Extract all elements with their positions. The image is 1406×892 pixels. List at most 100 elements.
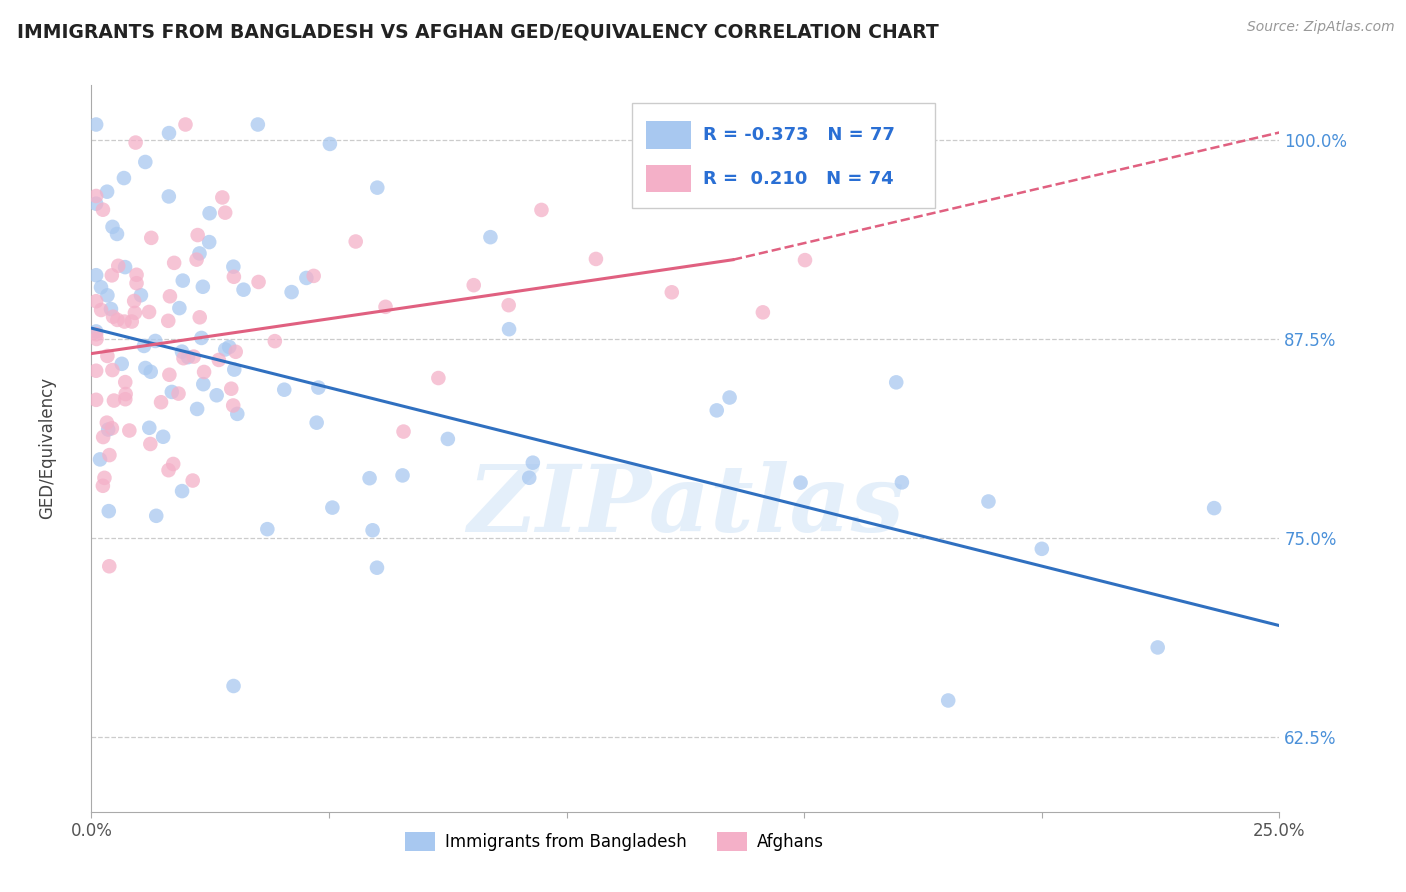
Afghans bbox=[98, 559, 121, 574]
Immigrants from Bangladesh bbox=[170, 344, 193, 359]
Afghans bbox=[101, 268, 124, 283]
Afghans bbox=[186, 252, 208, 267]
Afghans bbox=[745, 169, 768, 184]
Afghans bbox=[374, 300, 396, 314]
Afghans bbox=[150, 395, 173, 409]
Afghans bbox=[214, 205, 236, 219]
Immigrants from Bangladesh bbox=[1146, 640, 1168, 655]
Afghans bbox=[208, 353, 231, 368]
Afghans bbox=[162, 457, 184, 471]
Immigrants from Bangladesh bbox=[205, 388, 228, 402]
Afghans bbox=[183, 350, 205, 364]
Immigrants from Bangladesh bbox=[498, 322, 520, 336]
Immigrants from Bangladesh bbox=[361, 523, 384, 537]
Immigrants from Bangladesh bbox=[84, 118, 107, 132]
Immigrants from Bangladesh bbox=[359, 471, 381, 485]
Afghans bbox=[114, 375, 136, 389]
Afghans bbox=[125, 276, 148, 290]
Text: Source: ZipAtlas.com: Source: ZipAtlas.com bbox=[1247, 20, 1395, 34]
Immigrants from Bangladesh bbox=[90, 280, 112, 294]
Immigrants from Bangladesh bbox=[479, 230, 502, 244]
Immigrants from Bangladesh bbox=[129, 288, 152, 302]
Afghans bbox=[118, 424, 141, 438]
Afghans bbox=[101, 310, 124, 324]
Afghans bbox=[211, 190, 233, 204]
Afghans bbox=[188, 310, 211, 325]
Immigrants from Bangladesh bbox=[222, 679, 245, 693]
Immigrants from Bangladesh bbox=[319, 136, 342, 151]
Afghans bbox=[138, 305, 160, 319]
Immigrants from Bangladesh bbox=[84, 196, 107, 211]
Immigrants from Bangladesh bbox=[188, 246, 211, 260]
Afghans bbox=[344, 235, 367, 249]
Immigrants from Bangladesh bbox=[1031, 541, 1053, 556]
Afghans bbox=[105, 313, 128, 327]
Immigrants from Bangladesh bbox=[718, 391, 741, 405]
Afghans bbox=[247, 275, 270, 289]
Immigrants from Bangladesh bbox=[232, 283, 254, 297]
Afghans bbox=[93, 471, 115, 485]
Afghans bbox=[114, 387, 136, 401]
Immigrants from Bangladesh bbox=[89, 452, 111, 467]
Afghans bbox=[122, 293, 145, 308]
Immigrants from Bangladesh bbox=[96, 288, 118, 302]
Immigrants from Bangladesh bbox=[101, 219, 124, 234]
Immigrants from Bangladesh bbox=[706, 403, 728, 417]
Immigrants from Bangladesh bbox=[169, 301, 191, 315]
Immigrants from Bangladesh bbox=[295, 271, 318, 285]
Immigrants from Bangladesh bbox=[256, 522, 278, 536]
Afghans bbox=[193, 365, 215, 379]
Afghans bbox=[219, 382, 242, 396]
Bar bbox=[647, 165, 692, 193]
Afghans bbox=[222, 399, 245, 413]
Afghans bbox=[661, 285, 683, 300]
Immigrants from Bangladesh bbox=[134, 361, 156, 376]
Y-axis label: GED/Equivalency: GED/Equivalency bbox=[38, 377, 56, 519]
Immigrants from Bangladesh bbox=[280, 285, 302, 299]
Immigrants from Bangladesh bbox=[789, 475, 811, 490]
Afghans bbox=[163, 256, 186, 270]
Afghans bbox=[84, 294, 107, 309]
Afghans bbox=[84, 189, 107, 203]
Immigrants from Bangladesh bbox=[273, 383, 295, 397]
Immigrants from Bangladesh bbox=[97, 504, 120, 518]
Afghans bbox=[84, 364, 107, 378]
Legend: Immigrants from Bangladesh, Afghans: Immigrants from Bangladesh, Afghans bbox=[398, 825, 830, 858]
Immigrants from Bangladesh bbox=[522, 456, 544, 470]
Afghans bbox=[174, 118, 197, 132]
Afghans bbox=[125, 268, 148, 282]
Afghans bbox=[159, 289, 181, 303]
Immigrants from Bangladesh bbox=[139, 365, 162, 379]
Afghans bbox=[167, 386, 190, 401]
Afghans bbox=[392, 425, 415, 439]
Immigrants from Bangladesh bbox=[517, 471, 540, 485]
Afghans bbox=[101, 363, 124, 377]
Afghans bbox=[103, 393, 125, 408]
Immigrants from Bangladesh bbox=[936, 693, 959, 707]
Immigrants from Bangladesh bbox=[193, 377, 215, 392]
Afghans bbox=[91, 479, 114, 493]
Immigrants from Bangladesh bbox=[437, 432, 460, 446]
Immigrants from Bangladesh bbox=[186, 401, 208, 416]
Immigrants from Bangladesh bbox=[84, 268, 107, 283]
Immigrants from Bangladesh bbox=[96, 185, 118, 199]
Text: R = -0.373   N = 77: R = -0.373 N = 77 bbox=[703, 126, 896, 144]
Immigrants from Bangladesh bbox=[170, 484, 193, 499]
Immigrants from Bangladesh bbox=[222, 260, 245, 274]
Afghans bbox=[86, 332, 108, 346]
Immigrants from Bangladesh bbox=[198, 235, 221, 249]
Afghans bbox=[157, 314, 180, 328]
Afghans bbox=[91, 430, 114, 444]
Immigrants from Bangladesh bbox=[321, 500, 343, 515]
Afghans bbox=[124, 136, 146, 150]
Immigrants from Bangladesh bbox=[218, 340, 240, 354]
Afghans bbox=[585, 252, 607, 266]
Afghans bbox=[124, 306, 146, 320]
Text: R =  0.210   N = 74: R = 0.210 N = 74 bbox=[703, 169, 894, 187]
Immigrants from Bangladesh bbox=[224, 362, 246, 376]
Immigrants from Bangladesh bbox=[145, 508, 167, 523]
Afghans bbox=[530, 202, 553, 217]
Afghans bbox=[427, 371, 450, 385]
Immigrants from Bangladesh bbox=[177, 350, 200, 364]
Afghans bbox=[107, 259, 129, 273]
